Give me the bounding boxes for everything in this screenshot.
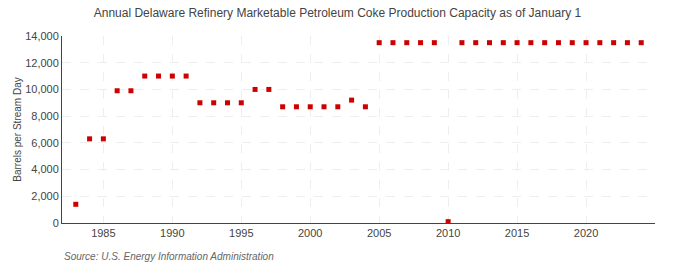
svg-text:Source: U.S. Energy Informatio: Source: U.S. Energy Information Administ… <box>64 251 274 262</box>
svg-text:2005: 2005 <box>367 227 391 239</box>
svg-text:0: 0 <box>53 217 59 229</box>
svg-text:2,000: 2,000 <box>31 190 59 202</box>
svg-text:Annual Delaware Refinery Marke: Annual Delaware Refinery Marketable Petr… <box>94 6 582 20</box>
svg-text:12,000: 12,000 <box>25 57 59 69</box>
svg-text:Barrels per Stream Day: Barrels per Stream Day <box>12 77 23 181</box>
svg-text:8,000: 8,000 <box>31 110 59 122</box>
svg-text:2000: 2000 <box>298 227 322 239</box>
svg-text:2015: 2015 <box>505 227 529 239</box>
svg-text:14,000: 14,000 <box>25 30 59 42</box>
svg-text:4,000: 4,000 <box>31 163 59 175</box>
svg-text:10,000: 10,000 <box>25 83 59 95</box>
svg-text:1990: 1990 <box>160 227 184 239</box>
svg-text:6,000: 6,000 <box>31 137 59 149</box>
svg-text:2010: 2010 <box>436 227 460 239</box>
svg-text:1995: 1995 <box>229 227 253 239</box>
svg-text:2020: 2020 <box>574 227 598 239</box>
svg-text:1985: 1985 <box>91 227 115 239</box>
